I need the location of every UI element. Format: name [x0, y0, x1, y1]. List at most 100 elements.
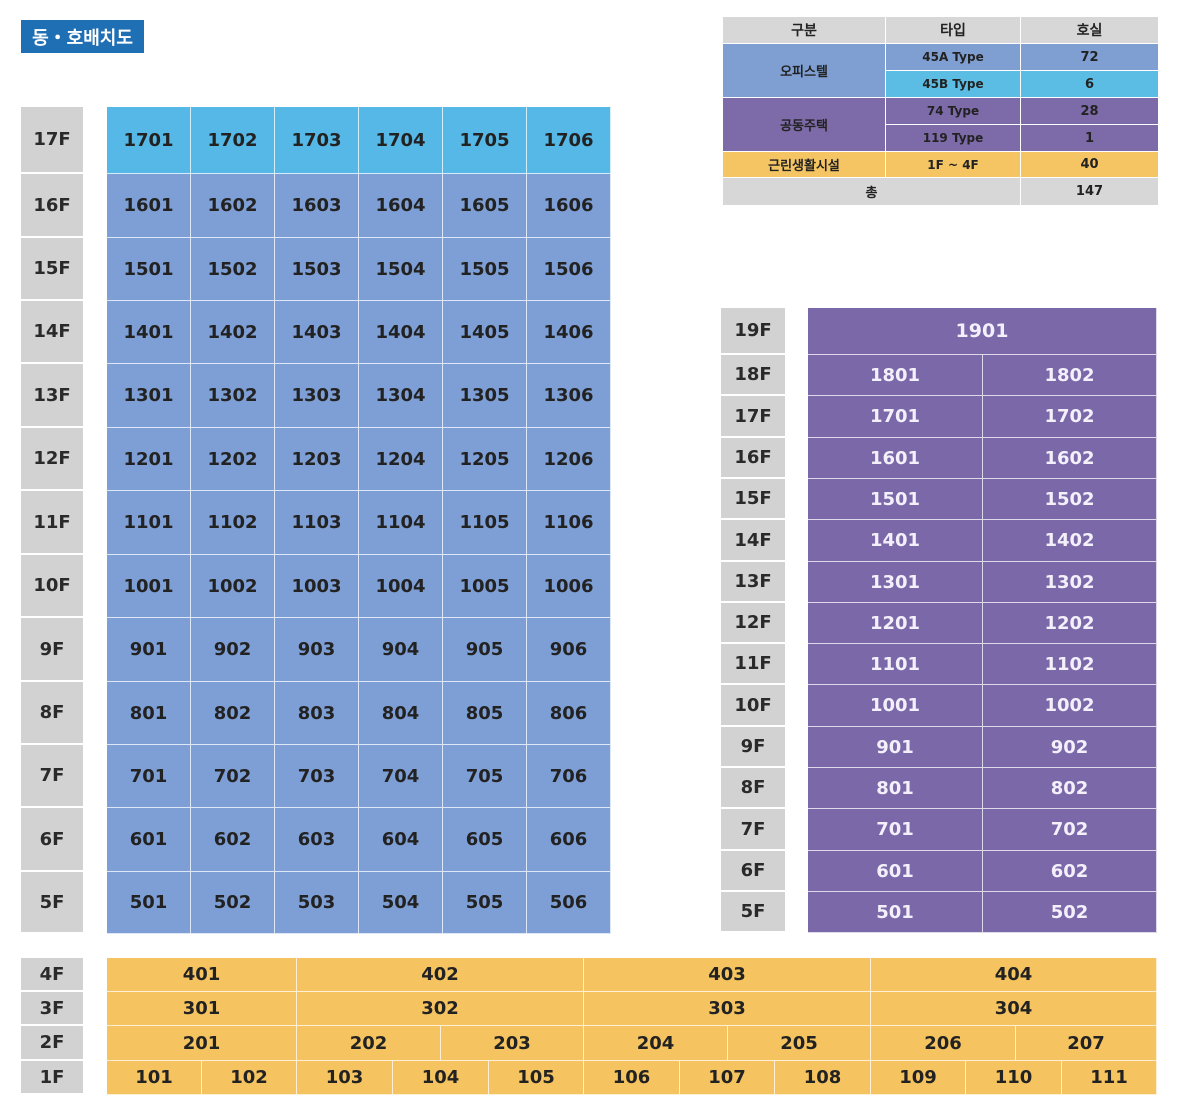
- floor-label: 1F: [21, 1061, 83, 1095]
- unit-cell: 206: [871, 1026, 1016, 1061]
- floor-label: 13F: [21, 364, 83, 428]
- unit-cell: 304: [871, 992, 1157, 1026]
- unit-cell: 1303: [275, 364, 359, 428]
- unit-cell: 1002: [191, 555, 275, 618]
- unit-cell: 1801: [808, 355, 983, 396]
- unit-cell: 701: [808, 809, 983, 851]
- summary-retail-type: 1F ~ 4F: [886, 152, 1021, 178]
- unit-cell: 1601: [808, 438, 983, 479]
- summary-housing-label: 공동주택: [723, 98, 886, 152]
- unit-cell: 1501: [808, 479, 983, 520]
- unit-cell: 104: [393, 1061, 489, 1095]
- summary-officetel-count-45a: 72: [1021, 44, 1158, 71]
- unit-cell: 1404: [359, 301, 443, 364]
- unit-cell: 105: [489, 1061, 584, 1095]
- unit-cell: 1701: [107, 107, 191, 174]
- unit-cell: 1505: [443, 238, 527, 301]
- unit-cell: 605: [443, 808, 527, 872]
- unit-cell: 501: [808, 892, 983, 933]
- unit-cell: 1306: [527, 364, 611, 428]
- unit-cell: 1103: [275, 491, 359, 555]
- unit-cell: 1403: [275, 301, 359, 364]
- unit-cell: 1101: [107, 491, 191, 555]
- unit-cell: 1504: [359, 238, 443, 301]
- unit-cell: 905: [443, 618, 527, 682]
- unit-cell: 1003: [275, 555, 359, 618]
- unit-cell: 502: [191, 872, 275, 934]
- floor-label: 4F: [21, 958, 83, 992]
- unit-cell: 1101: [808, 644, 983, 685]
- floor-label: 5F: [21, 872, 83, 934]
- unit-cell: 604: [359, 808, 443, 872]
- unit-cell: 402: [297, 958, 584, 992]
- unit-cell: 303: [584, 992, 871, 1026]
- unit-cell: 1603: [275, 174, 359, 238]
- summary-header-type: 타입: [886, 17, 1021, 44]
- unit-cell: 702: [191, 745, 275, 808]
- unit-cell: 103: [297, 1061, 393, 1095]
- unit-cell: 1005: [443, 555, 527, 618]
- unit-cell: 1704: [359, 107, 443, 174]
- unit-cell: 801: [808, 768, 983, 809]
- summary-header-category: 구분: [723, 17, 886, 44]
- unit-cell: 404: [871, 958, 1157, 992]
- unit-cell: 1701: [808, 396, 983, 438]
- page-title: 동・호배치도: [21, 20, 144, 53]
- unit-cell: 201: [107, 1026, 297, 1061]
- unit-cell: 602: [983, 851, 1157, 892]
- unit-cell: 1104: [359, 491, 443, 555]
- unit-cell: 504: [359, 872, 443, 934]
- floor-label: 11F: [721, 644, 785, 685]
- unit-cell: 1202: [191, 428, 275, 491]
- unit-cell: 1601: [107, 174, 191, 238]
- unit-cell: 505: [443, 872, 527, 934]
- unit-cell: 301: [107, 992, 297, 1026]
- unit-cell: 101: [107, 1061, 202, 1095]
- floor-label: 8F: [21, 682, 83, 745]
- floor-label: 5F: [721, 892, 785, 933]
- floor-label: 14F: [721, 520, 785, 562]
- unit-cell: 706: [527, 745, 611, 808]
- unit-cell: 1102: [983, 644, 1157, 685]
- unit-cell: 703: [275, 745, 359, 808]
- unit-cell: 1106: [527, 491, 611, 555]
- unit-cell: 1002: [983, 685, 1157, 727]
- summary-housing-count-119: 1: [1021, 125, 1158, 152]
- unit-cell: 1204: [359, 428, 443, 491]
- unit-cell: 906: [527, 618, 611, 682]
- unit-cell: 403: [584, 958, 871, 992]
- unit-cell: 602: [191, 808, 275, 872]
- unit-cell: 603: [275, 808, 359, 872]
- unit-cell: 1401: [808, 520, 983, 562]
- unit-cell: 1706: [527, 107, 611, 174]
- unit-cell: 110: [966, 1061, 1062, 1095]
- floor-label: 2F: [21, 1026, 83, 1061]
- unit-cell: 1702: [983, 396, 1157, 438]
- summary-header-count: 호실: [1021, 17, 1158, 44]
- unit-cell: 302: [297, 992, 584, 1026]
- unit-cell: 203: [441, 1026, 584, 1061]
- summary-housing-count-74: 28: [1021, 98, 1158, 125]
- floor-label: 9F: [21, 618, 83, 682]
- unit-cell: 1604: [359, 174, 443, 238]
- unit-cell: 109: [871, 1061, 966, 1095]
- unit-cell: 704: [359, 745, 443, 808]
- unit-cell: 1406: [527, 301, 611, 364]
- floor-label: 15F: [21, 238, 83, 301]
- unit-cell: 1102: [191, 491, 275, 555]
- unit-cell: 1703: [275, 107, 359, 174]
- unit-cell: 1202: [983, 603, 1157, 644]
- unit-cell: 1402: [983, 520, 1157, 562]
- unit-cell: 107: [680, 1061, 775, 1095]
- unit-cell: 802: [191, 682, 275, 745]
- unit-cell: 1301: [107, 364, 191, 428]
- unit-cell: 1702: [191, 107, 275, 174]
- floor-label: 16F: [21, 174, 83, 238]
- unit-cell: 904: [359, 618, 443, 682]
- unit-cell: 1105: [443, 491, 527, 555]
- unit-cell: 902: [191, 618, 275, 682]
- floor-label: 3F: [21, 992, 83, 1026]
- unit-cell: 601: [808, 851, 983, 892]
- unit-cell: 702: [983, 809, 1157, 851]
- floor-label: 12F: [21, 428, 83, 491]
